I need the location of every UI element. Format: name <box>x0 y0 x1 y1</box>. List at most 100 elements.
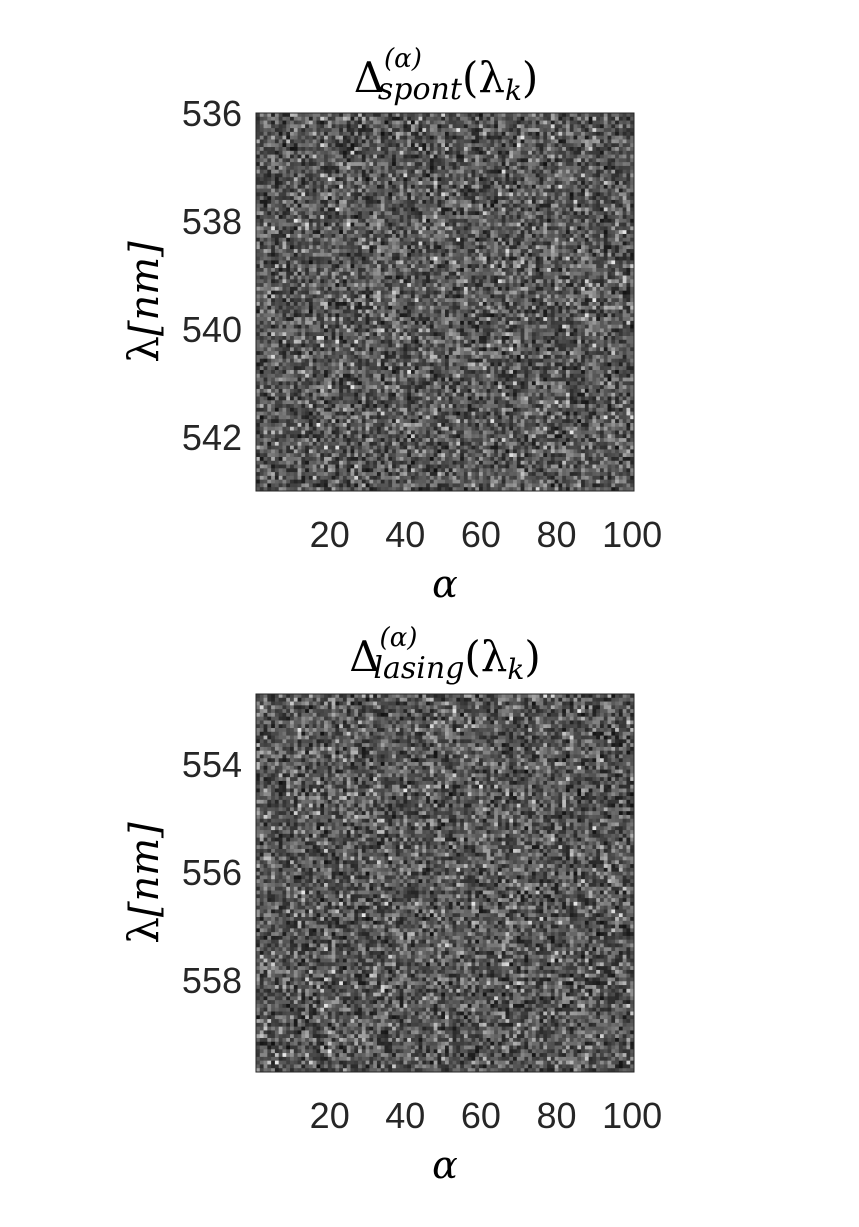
heatmap-cell <box>316 131 321 137</box>
heatmap-cell <box>331 124 336 129</box>
heatmap-cell <box>324 150 329 155</box>
heatmap-cell <box>471 233 476 239</box>
heatmap-cell <box>441 245 446 250</box>
heatmap-cell <box>365 196 370 201</box>
heatmap-cell <box>501 226 506 231</box>
heatmap-cell <box>524 256 529 261</box>
heatmap-cell <box>547 256 552 261</box>
heatmap-cell <box>342 173 348 178</box>
heatmap-cell <box>395 143 401 148</box>
heatmap-cell <box>577 245 582 250</box>
heatmap-cell <box>509 116 514 121</box>
heatmap-cell <box>290 188 295 193</box>
heatmap-cell <box>573 196 578 201</box>
heatmap-cell <box>426 196 431 201</box>
heatmap-cell <box>331 162 336 167</box>
heatmap-cell <box>611 143 616 148</box>
heatmap-cell <box>278 275 283 280</box>
heatmap-cell <box>486 226 491 231</box>
heatmap-cell <box>293 283 298 288</box>
heatmap-cell <box>297 203 302 208</box>
heatmap-cell <box>471 181 476 186</box>
heatmap-cell <box>392 286 397 292</box>
heatmap-cell <box>399 113 404 118</box>
heatmap-cell <box>615 169 620 174</box>
heatmap-cell <box>554 165 559 171</box>
heatmap-cell <box>494 249 499 254</box>
heatmap-cell <box>558 154 563 159</box>
heatmap-cell <box>513 222 518 227</box>
heatmap-cell <box>565 252 571 258</box>
heatmap-cell <box>282 218 287 224</box>
heatmap-cell <box>278 143 283 148</box>
heatmap-cell <box>486 139 491 144</box>
heatmap-cell <box>565 139 571 144</box>
heatmap-cell <box>565 147 571 152</box>
heatmap-cell <box>501 237 506 242</box>
heatmap-cell <box>418 226 423 231</box>
heatmap-cell <box>384 199 389 205</box>
heatmap-cell <box>441 113 446 118</box>
heatmap-cell <box>550 116 556 121</box>
heatmap-cell <box>479 245 484 250</box>
heatmap-cell <box>588 192 593 197</box>
heatmap-cell <box>584 165 590 171</box>
heatmap-cell <box>365 215 370 220</box>
heatmap-cell <box>558 290 563 295</box>
heatmap-cell <box>588 279 593 284</box>
heatmap-cell <box>331 279 336 284</box>
heatmap-cell <box>497 173 503 178</box>
heatmap-cell <box>365 131 370 137</box>
heatmap-cell <box>573 188 578 193</box>
heatmap-cell <box>558 241 563 246</box>
heatmap-cell <box>599 249 605 254</box>
heatmap-cell <box>550 264 556 269</box>
heatmap-cell <box>259 298 264 303</box>
heatmap-cell <box>414 139 419 144</box>
heatmap-cell <box>388 135 393 140</box>
heatmap-cell <box>475 181 480 186</box>
heatmap-cell <box>581 181 586 186</box>
heatmap-cell <box>342 181 348 186</box>
heatmap-cell <box>414 230 419 235</box>
heatmap-cell <box>554 233 559 239</box>
heatmap-cell <box>316 158 321 163</box>
heatmap-cell <box>395 286 401 292</box>
heatmap-cell <box>373 135 378 140</box>
heatmap-cell <box>339 203 344 208</box>
heatmap-cell <box>369 286 374 292</box>
heatmap-cell <box>365 199 370 205</box>
heatmap-cell <box>301 286 306 292</box>
heatmap-cell <box>445 169 450 174</box>
heatmap-cell <box>437 116 442 121</box>
heatmap-cell <box>531 218 537 224</box>
heatmap-cell <box>599 177 605 182</box>
heatmap-cell <box>282 290 287 295</box>
heatmap-cell <box>320 279 325 284</box>
heatmap-cell <box>301 283 306 288</box>
heatmap-cell <box>327 218 332 224</box>
heatmap-cell <box>263 135 268 140</box>
heatmap-cell <box>293 264 298 269</box>
heatmap-cell <box>471 150 476 155</box>
heatmap-cell <box>342 218 348 224</box>
heatmap-cell <box>494 139 499 144</box>
heatmap-cell <box>615 222 620 227</box>
heatmap-cell <box>448 184 453 189</box>
heatmap-cell <box>584 241 590 246</box>
heatmap-cell <box>581 237 586 242</box>
heatmap-cell <box>573 177 578 182</box>
heatmap-cell <box>539 192 544 197</box>
heatmap-cell <box>463 158 469 163</box>
heatmap-cell <box>301 169 306 174</box>
heatmap-cell <box>274 124 280 129</box>
heatmap-cell <box>482 143 487 148</box>
heatmap-cell <box>312 143 317 148</box>
heatmap-cell <box>599 226 605 231</box>
heatmap-cell <box>361 241 367 246</box>
heatmap-cell <box>392 154 397 159</box>
heatmap-cell <box>376 226 382 231</box>
heatmap-cell <box>418 162 423 167</box>
heatmap-cell <box>358 230 363 235</box>
heatmap-cell <box>543 241 548 246</box>
